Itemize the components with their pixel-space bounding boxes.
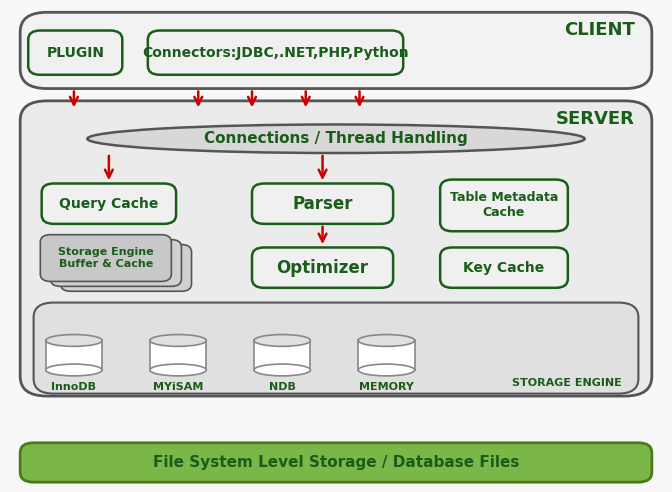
- Bar: [358, 340, 415, 370]
- Text: Connectors:JDBC,.NET,PHP,Python: Connectors:JDBC,.NET,PHP,Python: [142, 46, 409, 60]
- FancyBboxPatch shape: [20, 101, 652, 396]
- Ellipse shape: [46, 335, 102, 346]
- FancyBboxPatch shape: [252, 184, 393, 224]
- FancyBboxPatch shape: [440, 247, 568, 288]
- FancyBboxPatch shape: [252, 247, 393, 288]
- FancyBboxPatch shape: [20, 12, 652, 89]
- Text: PLUGIN: PLUGIN: [46, 46, 104, 60]
- FancyBboxPatch shape: [148, 31, 403, 75]
- Bar: [46, 340, 102, 370]
- Ellipse shape: [150, 364, 206, 376]
- Text: InnoDB: InnoDB: [52, 382, 96, 392]
- Text: STORAGE ENGINE: STORAGE ENGINE: [512, 378, 622, 388]
- Bar: [254, 340, 310, 370]
- Ellipse shape: [358, 335, 415, 346]
- Bar: [150, 340, 206, 370]
- Ellipse shape: [150, 335, 206, 346]
- Text: File System Level Storage / Database Files: File System Level Storage / Database Fil…: [153, 455, 519, 470]
- Text: CLIENT: CLIENT: [564, 21, 635, 39]
- Ellipse shape: [87, 124, 585, 153]
- Text: SERVER: SERVER: [556, 110, 635, 128]
- Text: MYiSAM: MYiSAM: [153, 382, 203, 392]
- Text: Parser: Parser: [292, 195, 353, 213]
- FancyBboxPatch shape: [20, 443, 652, 482]
- Text: Storage Engine
Buffer & Cache: Storage Engine Buffer & Cache: [58, 247, 154, 269]
- FancyBboxPatch shape: [42, 184, 176, 224]
- FancyBboxPatch shape: [34, 303, 638, 394]
- FancyBboxPatch shape: [440, 180, 568, 231]
- Ellipse shape: [46, 364, 102, 376]
- Ellipse shape: [254, 364, 310, 376]
- Text: Key Cache: Key Cache: [464, 261, 544, 275]
- FancyBboxPatch shape: [40, 235, 171, 281]
- Text: Optimizer: Optimizer: [277, 259, 368, 277]
- Ellipse shape: [254, 335, 310, 346]
- Text: Query Cache: Query Cache: [59, 197, 159, 211]
- Text: NDB: NDB: [269, 382, 296, 392]
- Text: MEMORY: MEMORY: [359, 382, 414, 392]
- FancyBboxPatch shape: [28, 31, 122, 75]
- Text: Connections / Thread Handling: Connections / Thread Handling: [204, 131, 468, 146]
- FancyBboxPatch shape: [60, 245, 192, 291]
- Ellipse shape: [358, 364, 415, 376]
- Text: Table Metadata
Cache: Table Metadata Cache: [450, 191, 558, 219]
- FancyBboxPatch shape: [50, 240, 181, 286]
